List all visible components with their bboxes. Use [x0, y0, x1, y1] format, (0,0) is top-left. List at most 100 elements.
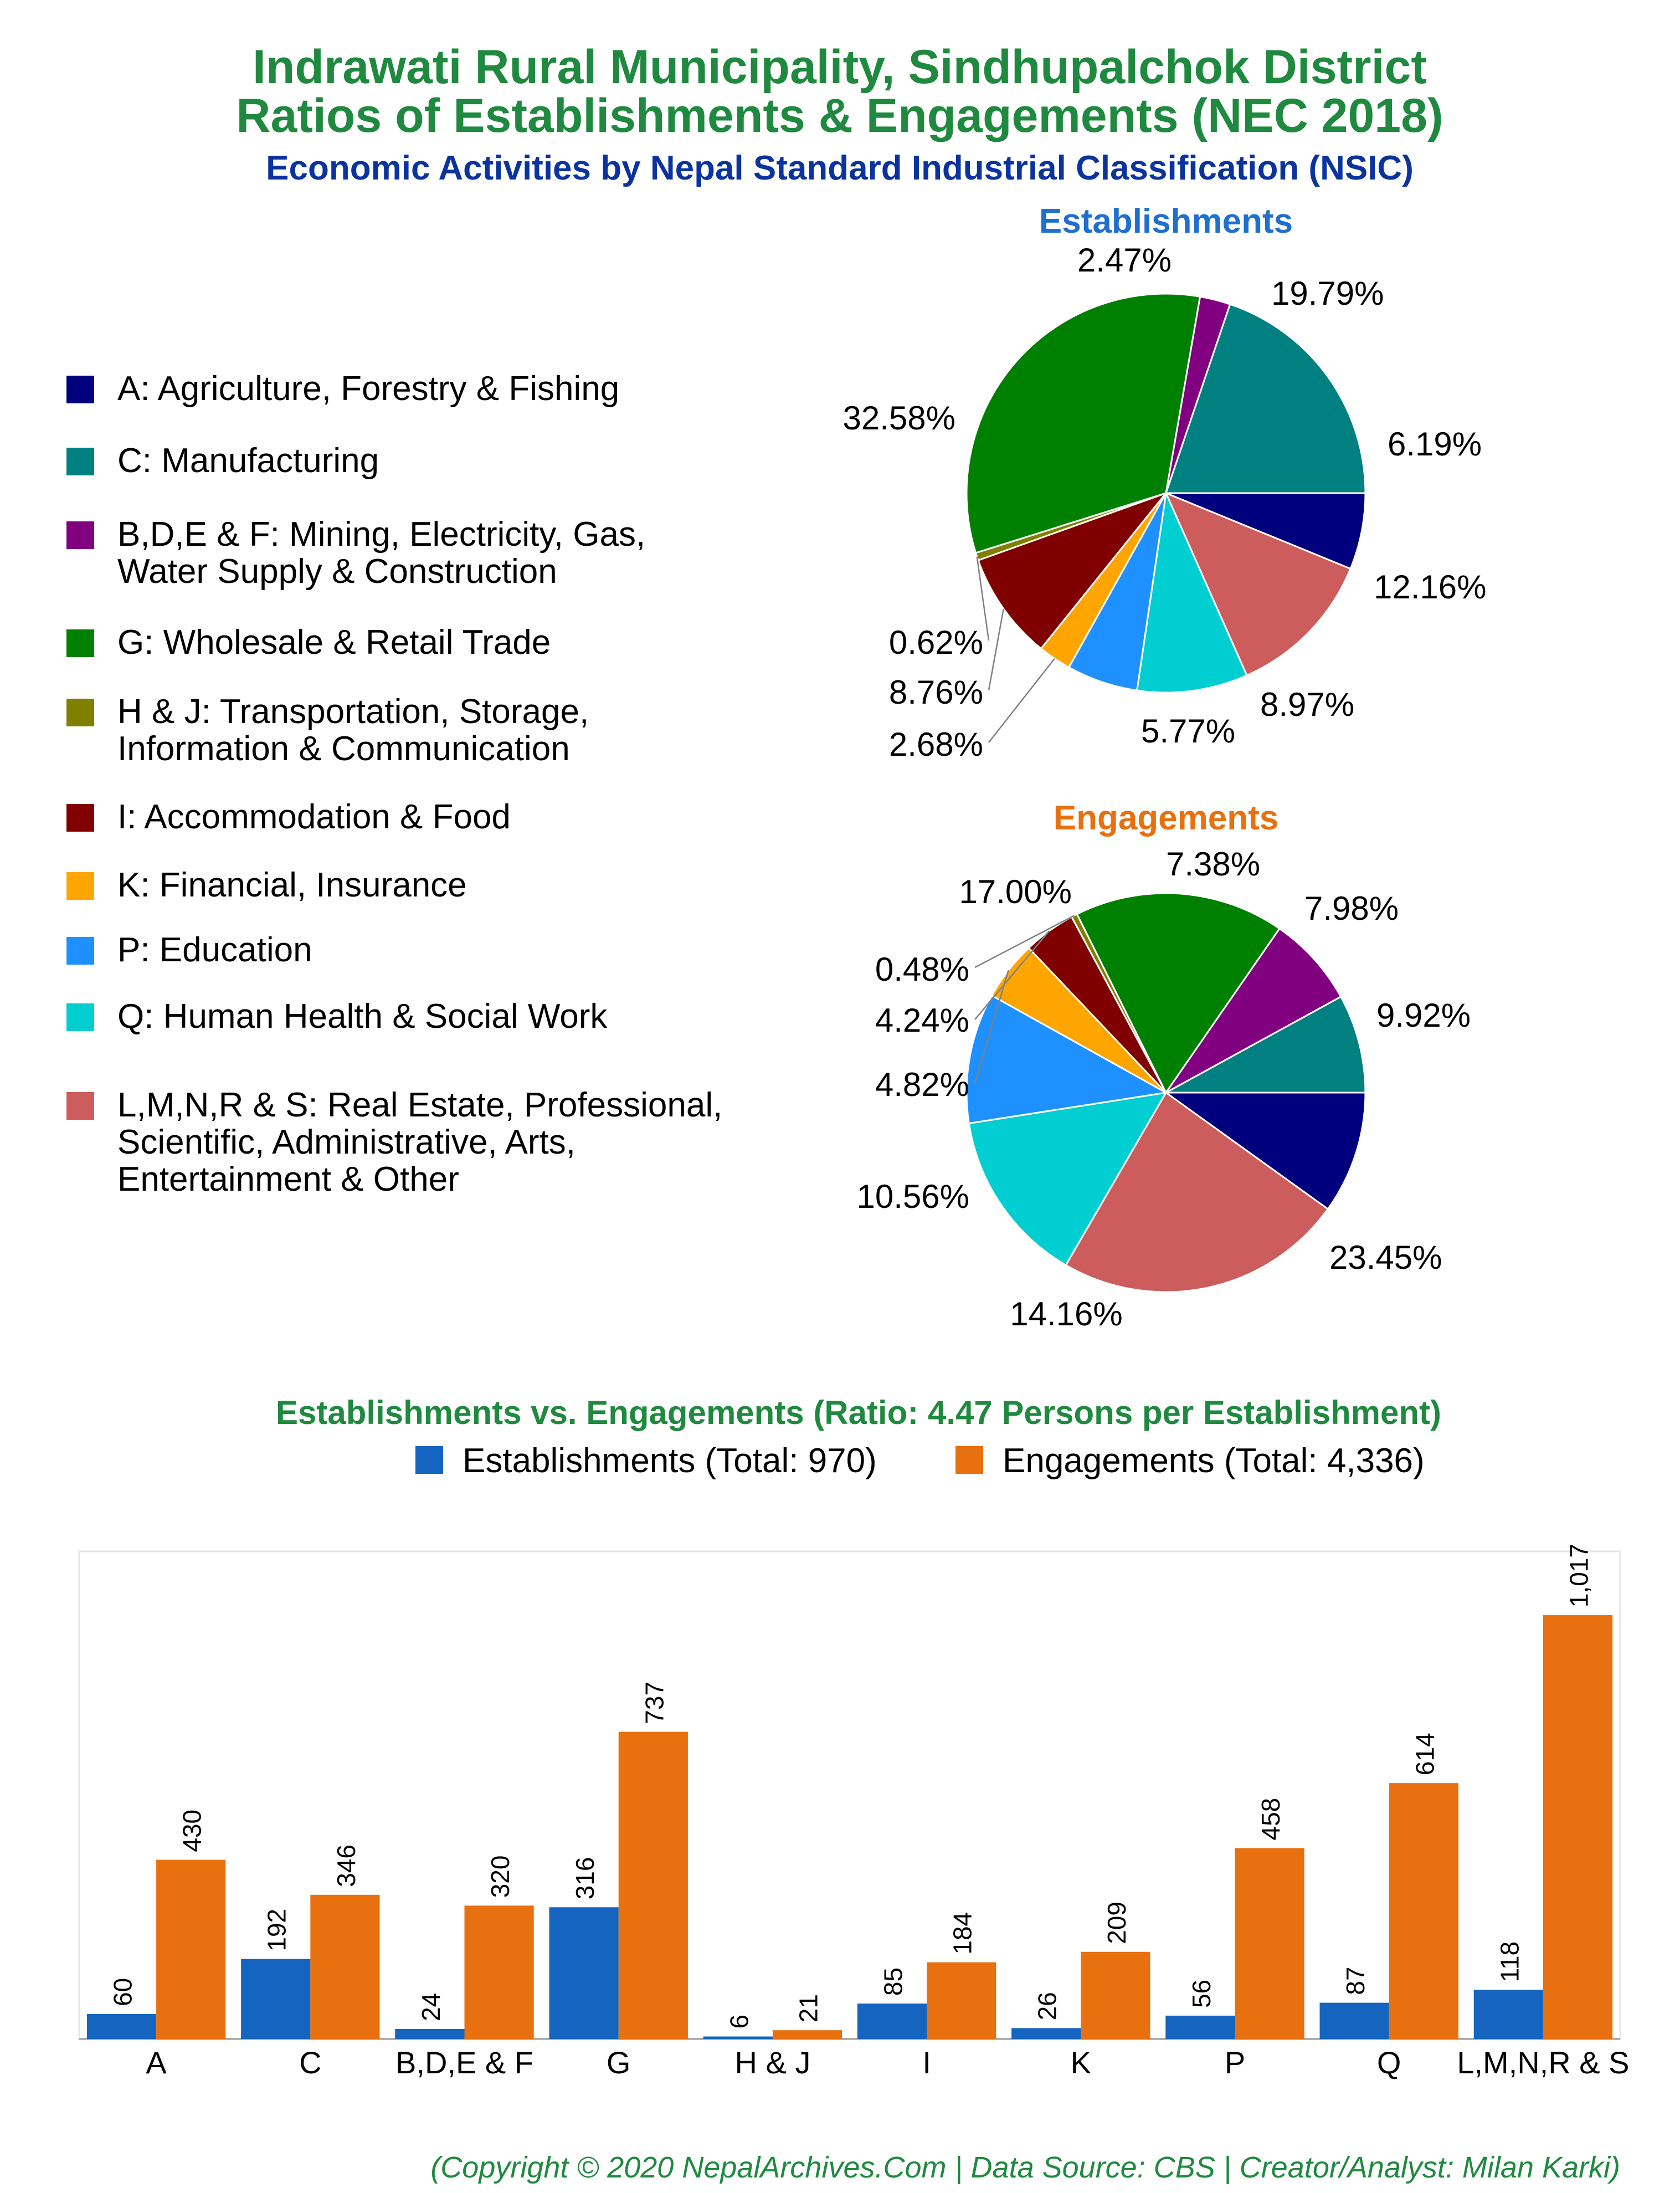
- legend-swatch-i: [66, 804, 94, 832]
- engagements-pie: 9.92% 23.45% 14.16% 10.56% 4.82% 4.24% 0.48% 17…: [857, 846, 1471, 1333]
- pie-label-q: 14.16%: [1010, 1295, 1123, 1333]
- x-tick-label-h-j: H & J: [734, 2045, 810, 2080]
- legend-label-lmnrs: Entertainment & Other: [117, 1160, 459, 1198]
- bar-value-label-engagements-p: 458: [1256, 1798, 1285, 1841]
- bar-engagements-q: [1389, 1783, 1458, 2039]
- pie-slice-c: [1164, 303, 1366, 494]
- legend-swatch-p: [66, 937, 94, 965]
- pie-slice-p: [1067, 493, 1167, 691]
- bar-engagements-c: [310, 1894, 380, 2039]
- pie-leader-line-k: [988, 658, 1055, 743]
- pie-leader-line-k: [974, 970, 1009, 1084]
- bar-engagements-g: [618, 1731, 688, 2039]
- pie-label-c: 19.79%: [1271, 275, 1384, 312]
- x-tick-label-i: I: [922, 2045, 931, 2080]
- pie-label-lmnrs: 23.45%: [1329, 1239, 1442, 1276]
- legend-label-hj: Information & Communication: [117, 730, 570, 768]
- x-tick-label-p: P: [1225, 2045, 1245, 2080]
- x-tick-label-l-m-n-r-s: L,M,N,R & S: [1457, 2045, 1629, 2080]
- bar-engagements-k: [1081, 1951, 1150, 2039]
- legend-swatch-a: [66, 376, 94, 403]
- pie-slice-lmnrs: [1164, 491, 1352, 677]
- bar-establishments-b-d-e-f: [395, 2028, 465, 2039]
- pie-slice-bdef: [1165, 927, 1342, 1094]
- bar-value-label-establishments-i: 85: [879, 1967, 908, 1996]
- pie-label-hj: 0.48%: [875, 951, 969, 988]
- legend-swatch-engagements: [955, 1446, 983, 1474]
- pie-leader-line-hj: [976, 556, 990, 641]
- legend-swatch-q: [66, 1003, 94, 1031]
- pie-slice-i: [977, 491, 1169, 650]
- pie-label-lmnrs: 12.16%: [1374, 568, 1487, 606]
- pie-label-a: 6.19%: [1388, 426, 1482, 463]
- page-title-line1: Indrawati Rural Municipality, Sindhupalc…: [253, 40, 1427, 94]
- bar-establishments-c: [241, 1959, 311, 2039]
- category-legend: A: Agriculture, Forestry & Fishing C: Man…: [66, 370, 722, 1198]
- pie-label-p: 5.77%: [1141, 713, 1235, 750]
- bar-value-label-engagements-i: 184: [948, 1912, 977, 1955]
- bar-engagements-b-d-e-f: [464, 1905, 534, 2039]
- pie-label-bdef: 2.47%: [1077, 242, 1172, 279]
- pie-label-hj: 0.62%: [889, 624, 983, 661]
- bar-value-label-establishments-l-m-n-r-s: 118: [1495, 1941, 1524, 1982]
- legend-label-c: C: Manufacturing: [117, 442, 379, 480]
- legend-label-a: A: Agriculture, Forestry & Fishing: [117, 370, 619, 408]
- pie-slice-a: [1163, 1092, 1366, 1211]
- bar-value-label-engagements-a: 430: [178, 1810, 207, 1852]
- x-tick-label-a: A: [146, 2045, 167, 2080]
- x-tick-label-q: Q: [1377, 2045, 1401, 2080]
- legend-swatch-c: [66, 448, 94, 475]
- establishments-pie-title: Establishments: [1039, 202, 1293, 240]
- pie-slice-q: [968, 1092, 1168, 1267]
- legend-label-p: P: Education: [117, 931, 312, 969]
- establishments-pie: 6.19% 12.16% 8.97% 5.77% 2.68% 8.76% 0.62% 32.5…: [843, 242, 1487, 763]
- pie-leader-line-i: [988, 608, 1004, 691]
- bar-value-label-establishments-p: 56: [1187, 1980, 1216, 2008]
- legend-label-lmnrs: L,M,N,R & S: Real Estate, Professional,: [117, 1086, 722, 1124]
- bar-engagements-h-j: [772, 2030, 842, 2039]
- legend-label-bdef: B,D,E & F: Mining, Electricity, Gas,: [117, 515, 645, 554]
- pie-slice-c: [1165, 995, 1366, 1094]
- pie-label-c: 7.98%: [1304, 890, 1399, 927]
- bar-establishments-h-j: [703, 2036, 773, 2039]
- pie-slice-g: [1076, 892, 1281, 1094]
- bar-engagements-p: [1235, 1848, 1304, 2039]
- legend-label-establishments: Establishments (Total: 970): [463, 1442, 877, 1480]
- bar-value-label-establishments-h-j: 6: [725, 2015, 753, 2029]
- bar-value-label-engagements-g: 737: [640, 1682, 669, 1724]
- x-tick-label-k: K: [1071, 2045, 1091, 2080]
- x-tick-label-b-d-e-f: B,D,E & F: [395, 2045, 533, 2080]
- bar-value-label-engagements-h-j: 21: [794, 1994, 823, 2022]
- pie-label-i: 4.24%: [875, 1002, 969, 1039]
- pie-label-a: 9.92%: [1376, 997, 1471, 1034]
- bar-establishments-i: [857, 2004, 927, 2039]
- page-subtitle: Economic Activities by Nepal Standard In…: [266, 149, 1414, 187]
- legend-label-q: Q: Human Health & Social Work: [117, 997, 608, 1036]
- pie-leader-line-hj: [974, 915, 1075, 969]
- bar-chart: 60 430 A 192 346 C 24 320 B,D,E & F 316 737 G 6 21 H &…: [78, 1544, 1629, 2080]
- bar-value-label-establishments-b-d-e-f: 24: [417, 1993, 445, 2021]
- pie-label-k: 2.68%: [889, 726, 983, 763]
- legend-label-lmnrs: Scientific, Administrative, Arts,: [117, 1123, 576, 1161]
- bar-establishments-p: [1165, 2015, 1235, 2039]
- bar-value-label-establishments-q: 87: [1341, 1966, 1370, 1995]
- bar-value-label-establishments-a: 60: [109, 1978, 137, 2006]
- legend-swatch-hj: [66, 699, 94, 726]
- pie-slice-q: [1136, 490, 1249, 694]
- legend-label-bdef: Water Supply & Construction: [117, 552, 557, 591]
- bar-value-label-engagements-k: 209: [1102, 1902, 1131, 1944]
- bar-establishments-l-m-n-r-s: [1473, 1990, 1543, 2039]
- legend-swatch-g: [66, 629, 94, 657]
- bar-value-label-establishments-k: 26: [1033, 1992, 1062, 2020]
- bar-engagements-a: [156, 1859, 226, 2039]
- legend-label-i: I: Accommodation & Food: [117, 798, 511, 836]
- bar-value-label-establishments-g: 316: [571, 1857, 599, 1900]
- pie-label-bdef: 7.38%: [1166, 846, 1260, 883]
- bar-chart-title: Establishments vs. Engagements (Ratio: 4…: [276, 1394, 1441, 1431]
- legend-swatch-bdef: [66, 521, 94, 549]
- legend-label-hj: H & J: Transportation, Storage,: [117, 693, 589, 731]
- pie-leader-line-i: [974, 930, 1050, 1020]
- bar-value-label-engagements-b-d-e-f: 320: [486, 1856, 515, 1898]
- bar-establishments-a: [86, 2013, 157, 2039]
